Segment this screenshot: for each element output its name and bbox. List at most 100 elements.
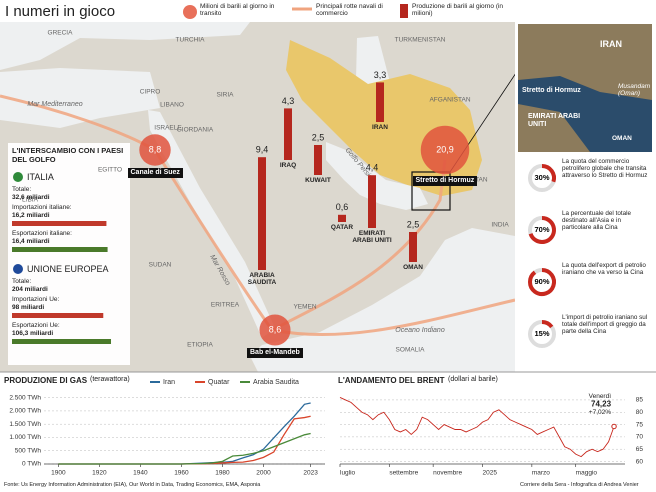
group-icon <box>13 172 23 182</box>
y-tick-label: 75 <box>636 421 644 428</box>
map-label: ETIOPIA <box>187 342 213 349</box>
stat-text: L'import di petrolio iraniano sul totale… <box>562 314 648 336</box>
chart-subtitle: (dollari al barile) <box>448 376 498 383</box>
transit-circle <box>139 134 171 166</box>
persian-gulf <box>326 142 428 210</box>
transit-circle <box>420 125 470 175</box>
legend-circle <box>183 5 197 19</box>
transit-name: Stretto di Hormuz <box>412 176 478 187</box>
map-label: Mar Mediterraneo <box>27 101 82 108</box>
x-tick-label: novembre <box>433 470 462 477</box>
row-value: 16,2 miliardi <box>12 212 50 219</box>
legend-text: Produzione di barili al giorno (in milio… <box>412 3 504 18</box>
row-label: Totale: <box>12 278 32 285</box>
x-tick-label: settembre <box>389 470 418 477</box>
sea <box>0 22 250 70</box>
legend-label: Quatar <box>208 379 230 386</box>
transit-label: 8,6 <box>269 324 282 334</box>
row-value: 106,3 miliardi <box>12 330 54 337</box>
annotation: 74,23 <box>591 400 612 409</box>
x-tick-label: 1980 <box>215 470 230 477</box>
series-line <box>58 432 311 465</box>
y-tick-label: 1.500 TWh <box>9 421 41 428</box>
production-label: 0,6 <box>336 202 349 212</box>
row-value: 32,6 miliardi <box>12 194 50 201</box>
production-label: 3,3 <box>374 70 387 80</box>
map-label: Oceano Indiano <box>395 327 445 334</box>
donut-label: 30% <box>534 173 549 182</box>
y-tick-label: 0 TWh <box>22 461 41 468</box>
production-bar <box>338 214 346 222</box>
chart-title: PRODUZIONE DI GAS <box>4 376 88 385</box>
inset-sea <box>518 76 652 152</box>
stat-text: La quota dell'export di petrolio iranian… <box>562 262 646 277</box>
y-tick-label: 80 <box>636 409 644 416</box>
production-label: 2,5 <box>407 219 420 229</box>
trade-bar <box>12 221 107 226</box>
x-tick-label: 1920 <box>92 470 107 477</box>
annotation: +7,02% <box>589 409 611 416</box>
legend-label: Arabia Saudita <box>253 379 299 386</box>
y-tick-label: 2.500 TWh <box>9 394 41 401</box>
y-tick-label: 2.000 TWh <box>9 408 41 415</box>
map-label: ERITREA <box>211 302 240 309</box>
map-label: CIPRO <box>140 89 161 96</box>
donut-arc <box>541 320 554 329</box>
series-line <box>58 415 311 465</box>
production-bar <box>314 145 322 175</box>
row-label: Totale: <box>12 186 32 193</box>
inset-label: EMIRATI ARABI UNITI <box>528 113 581 129</box>
x-tick-label: 2023 <box>303 470 318 477</box>
mediterranean <box>0 68 160 128</box>
x-tick-label: 1960 <box>174 470 189 477</box>
x-tick-label: maggio <box>576 470 598 477</box>
row-value: 204 miliardi <box>12 286 48 293</box>
chart-title: L'ANDAMENTO DEL BRENT <box>338 376 445 385</box>
series-line <box>339 397 615 458</box>
row-label: Esportazioni Ue: <box>12 322 60 329</box>
y-tick-label: 500 TWh <box>15 447 42 454</box>
stat-text: La quota del commercio petrolifero globa… <box>562 158 648 180</box>
row-label: Importazioni Ue: <box>12 296 60 303</box>
country-name: OMAN <box>403 264 423 271</box>
map-label: SUDAN <box>149 262 172 269</box>
y-tick-label: 70 <box>636 434 644 441</box>
y-tick-label: 1.000 TWh <box>9 434 41 441</box>
map-label: GIORDANIA <box>177 127 214 134</box>
production-bar <box>284 108 292 160</box>
trade-panel <box>8 143 130 365</box>
source: Fonte: Us Energy Information Administrat… <box>4 482 261 488</box>
stat-text: La percentuale del totale destinato all'… <box>562 210 631 232</box>
map-label: SIRIA <box>217 92 235 99</box>
title: I numeri in gioco <box>5 3 116 20</box>
country-name: IRAQ <box>279 162 297 169</box>
donut-arc <box>528 268 556 296</box>
donut-arc <box>528 216 556 244</box>
hormuz-box <box>411 171 451 211</box>
country-name: KUWAIT <box>305 177 331 184</box>
legend-text: Milioni di barili al giorno in transito <box>200 3 275 18</box>
production-label: 4,3 <box>282 96 295 106</box>
x-tick-label: 1940 <box>133 470 148 477</box>
inset-label: OMAN <box>612 135 632 142</box>
group-name: UNIONE EUROPEA <box>27 264 109 274</box>
transit-name: Canale di Suez <box>127 167 183 178</box>
map-label: ISRAELE <box>154 125 182 132</box>
chart-subtitle: (terawattora) <box>90 376 130 383</box>
map-label: GRECIA <box>48 30 74 37</box>
credit: Corriere della Sera - Infografica di And… <box>520 482 639 488</box>
country-name: ARABIA SAUDITA <box>247 272 277 287</box>
country-name: EMIRATI ARABI UNITI <box>352 230 392 245</box>
y-tick-label: 60 <box>636 458 644 465</box>
production-bar <box>368 175 376 228</box>
production-label: 2,5 <box>312 132 325 142</box>
donut-arc <box>541 164 556 183</box>
map-label: INDIA <box>491 222 509 229</box>
indian-ocean <box>250 228 515 372</box>
x-tick-label: 2025 <box>483 470 498 477</box>
map-label: SOMALIA <box>396 347 426 354</box>
map-label: YEMEN <box>293 304 316 311</box>
production-bar <box>376 82 384 122</box>
